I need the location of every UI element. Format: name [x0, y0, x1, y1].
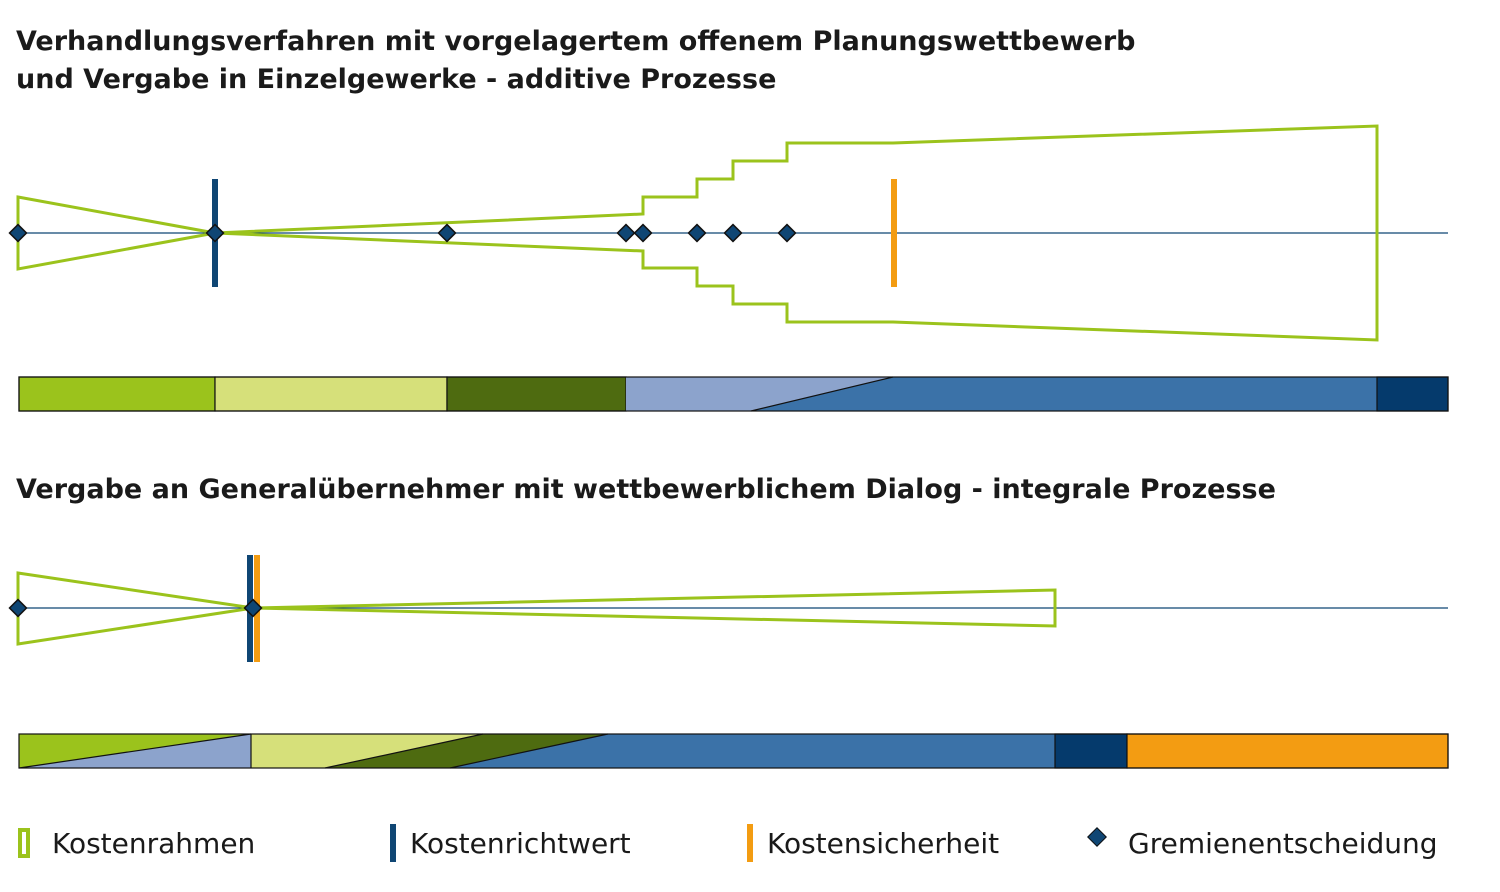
legend-item-gremienentscheidung: Gremienentscheidung [1084, 814, 1438, 860]
legend-item-kostensicherheit: Kostensicherheit [747, 820, 999, 866]
gremienentscheidung-diamond [777, 223, 797, 243]
phase-segment [1376, 376, 1449, 412]
gremienentscheidung-diamond [8, 223, 28, 243]
gremienentscheidung-diamond [437, 223, 457, 243]
legend-item-kostenrahmen: Kostenrahmen [18, 820, 255, 866]
gremienentscheidung-diamond [723, 223, 743, 243]
diagram-1-title-line-2: und Vergabe in Einzelgewerke - additive … [16, 64, 777, 95]
gremienentscheidung-diamond [205, 223, 225, 243]
gremienentscheidung-diamond [633, 223, 653, 243]
phase-divider [750, 376, 894, 412]
phase-segment [450, 734, 1055, 768]
legend-item-kostenrichtwert: Kostenrichtwert [390, 820, 631, 866]
diagram-1 [8, 124, 1449, 412]
phase-bar-2 [18, 733, 1449, 769]
gremienentscheidung-diamond [243, 598, 263, 618]
kostenrahmen-frame-icon [18, 828, 30, 858]
phase-bar-1 [18, 376, 1449, 412]
phase-segment [626, 377, 893, 411]
diagram-2-title: Vergabe an Generalübernehmer mit wettbew… [16, 474, 1276, 505]
kostensicherheit-bar-icon [747, 824, 753, 862]
phase-segment [1054, 733, 1128, 769]
diamond-icon [1087, 827, 1107, 847]
phase-divider [18, 733, 252, 769]
legend-label: Kostenrichtwert [410, 826, 631, 860]
phase-bar-frame [18, 376, 1449, 412]
diagram-2 [8, 555, 1449, 769]
gremienentscheidung-diamond [687, 223, 707, 243]
gremienentscheidung-diamond [616, 223, 636, 243]
gremienentscheidung-markers [8, 598, 263, 618]
legend-label: Kostensicherheit [767, 826, 1000, 860]
legend-label: Kostenrahmen [52, 826, 256, 860]
phase-segment [1126, 733, 1449, 769]
phase-segment [18, 376, 216, 412]
phase-segment [446, 376, 627, 412]
phase-segment [214, 376, 448, 412]
kostenrahmen-long-cone [252, 588, 1057, 628]
phase-divider [324, 733, 484, 769]
legend-label: Gremienentscheidung [1128, 826, 1438, 860]
phase-segment [751, 377, 1377, 411]
kostenrichtwert-bar-icon [390, 824, 396, 862]
kostenrahmen-stepped-funnel [214, 124, 1379, 342]
phase-segment [325, 734, 608, 768]
gremienentscheidung-markers [8, 223, 797, 243]
phase-bar-frame [18, 733, 1449, 769]
phase-divider [449, 733, 609, 769]
diagram-1-title-line-1: Verhandlungsverfahren mit vorgelagertem … [16, 26, 1136, 57]
gremienentscheidung-diamond [8, 598, 28, 618]
phase-segment [251, 734, 483, 768]
